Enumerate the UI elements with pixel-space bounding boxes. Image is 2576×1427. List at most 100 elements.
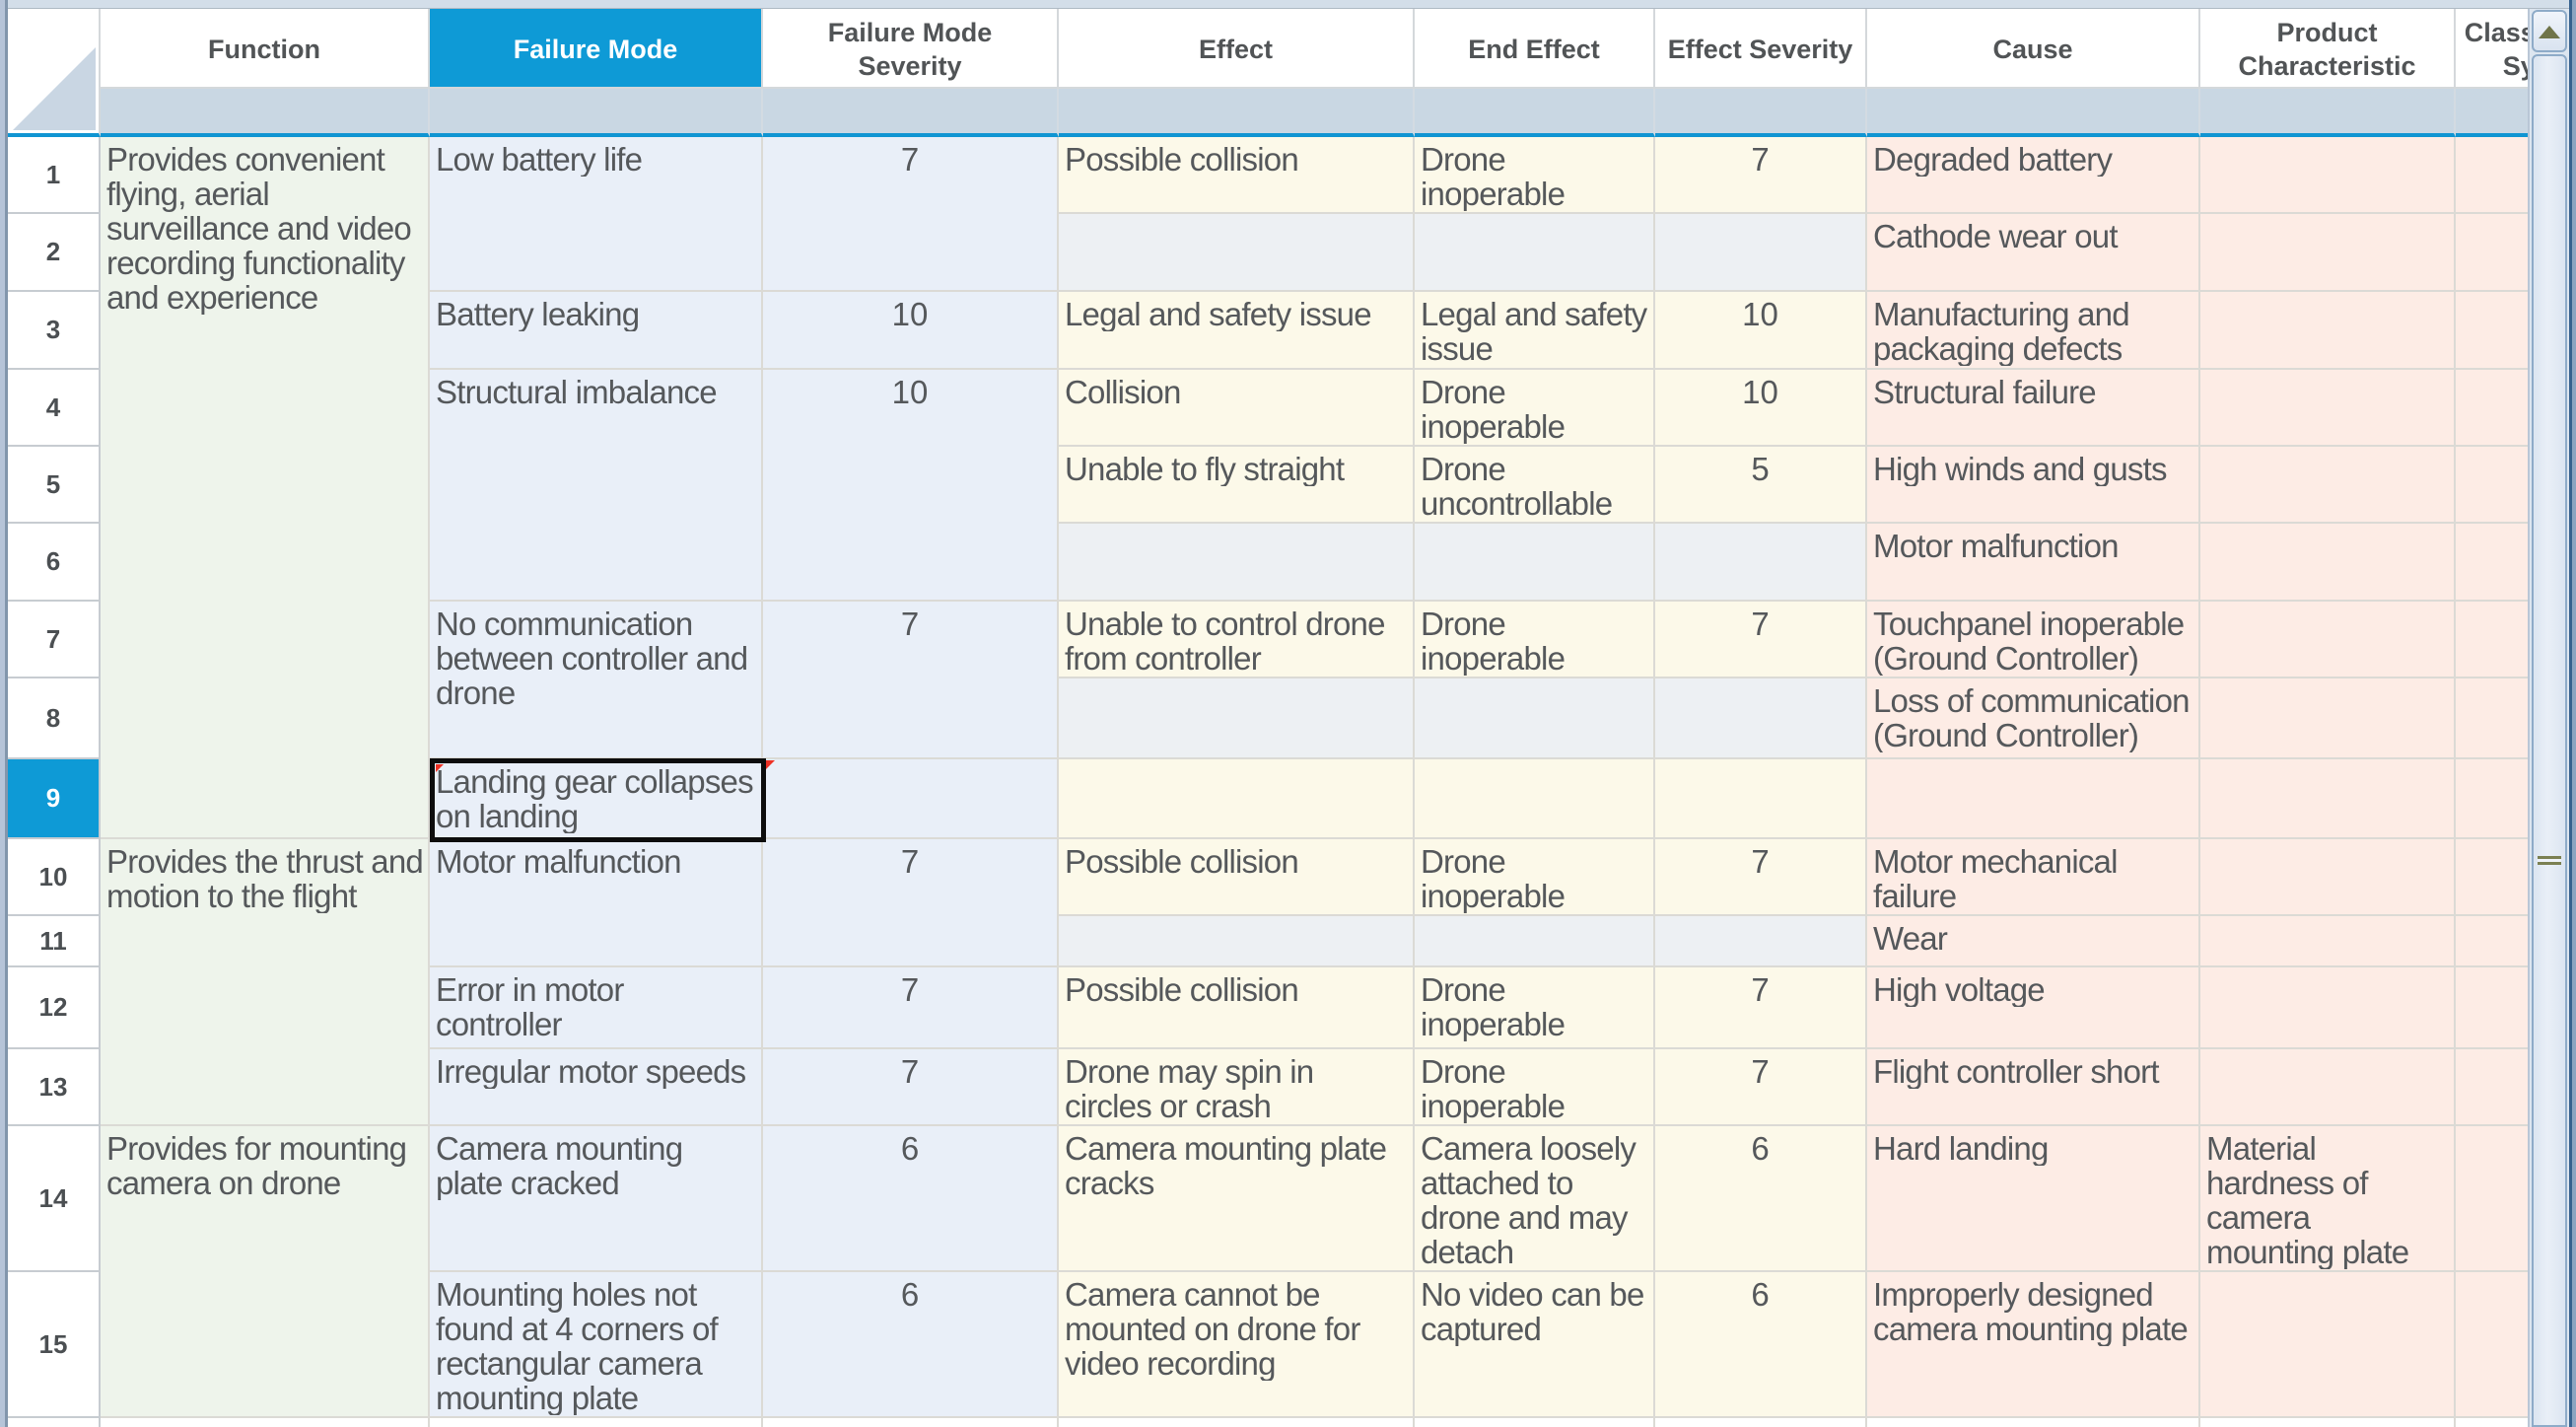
cell-r11-product-characteristic[interactable] [2200, 916, 2456, 967]
cell-r16-function[interactable] [101, 1418, 430, 1427]
scroll-up-button[interactable] [2532, 10, 2567, 52]
cell-r3-failure-mode[interactable]: Battery leaking [430, 292, 763, 370]
cell-r15-effect-severity[interactable]: 6 [1655, 1272, 1867, 1418]
cell-r12-fm-severity[interactable]: 7 [763, 967, 1059, 1049]
cell-r14-classification-symbol[interactable] [2456, 1126, 2528, 1272]
cell-r13-cause[interactable]: Flight controller short [1867, 1049, 2200, 1126]
cell-r1-classification-symbol[interactable] [2456, 137, 2528, 214]
col-header-effect[interactable]: Effect [1059, 9, 1415, 89]
cell-r11-effect[interactable] [1059, 916, 1415, 967]
cell-r8-end-effect[interactable] [1415, 678, 1655, 759]
cell-r10-effect-severity[interactable]: 7 [1655, 839, 1867, 916]
cell-r16-classification-symbol[interactable] [2456, 1418, 2528, 1427]
filter-cell-effect[interactable] [1059, 89, 1415, 137]
cell-r12-classification-symbol[interactable] [2456, 967, 2528, 1049]
row-header-12[interactable]: 12 [8, 967, 101, 1049]
cell-r6-product-characteristic[interactable] [2200, 524, 2456, 602]
row-header-3[interactable]: 3 [8, 292, 101, 370]
cell-r7-failure-mode[interactable]: No communication between controller and … [430, 602, 763, 759]
col-header-cause[interactable]: Cause [1867, 9, 2200, 89]
cell-r1-failure-mode[interactable]: Low battery life [430, 137, 763, 292]
cell-r6-effect[interactable] [1059, 524, 1415, 602]
cell-r8-cause[interactable]: Loss of communication (Ground Controller… [1867, 678, 2200, 759]
cell-r16-product-characteristic[interactable] [2200, 1418, 2456, 1427]
cell-r10-fm-severity[interactable]: 7 [763, 839, 1059, 967]
cell-r3-product-characteristic[interactable] [2200, 292, 2456, 370]
cell-r1-cause[interactable]: Degraded battery [1867, 137, 2200, 214]
cell-r6-cause[interactable]: Motor malfunction [1867, 524, 2200, 602]
col-header-fm-severity[interactable]: Failure Mode Severity [763, 9, 1059, 89]
cell-r13-product-characteristic[interactable] [2200, 1049, 2456, 1126]
cell-r12-failure-mode[interactable]: Error in motor controller [430, 967, 763, 1049]
cell-r5-cause[interactable]: High winds and gusts [1867, 447, 2200, 524]
cell-r14-effect[interactable]: Camera mounting plate cracks [1059, 1126, 1415, 1272]
cell-r6-effect-severity[interactable] [1655, 524, 1867, 602]
cell-r15-cause[interactable]: Improperly designed camera mounting plat… [1867, 1272, 2200, 1418]
cell-r5-product-characteristic[interactable] [2200, 447, 2456, 524]
cell-r8-effect[interactable] [1059, 678, 1415, 759]
cell-r7-effect-severity[interactable]: 7 [1655, 602, 1867, 678]
row-header-4[interactable]: 4 [8, 370, 101, 447]
row-header-14[interactable]: 14 [8, 1126, 101, 1272]
filter-cell-cause[interactable] [1867, 89, 2200, 137]
cell-r3-fm-severity[interactable]: 10 [763, 292, 1059, 370]
cell-r4-failure-mode[interactable]: Structural imbalance [430, 370, 763, 602]
cell-r7-end-effect[interactable]: Drone inoperable [1415, 602, 1655, 678]
cell-r11-cause[interactable]: Wear [1867, 916, 2200, 967]
cell-r1-effect-severity[interactable]: 7 [1655, 137, 1867, 214]
cell-r12-effect-severity[interactable]: 7 [1655, 967, 1867, 1049]
cell-r14-end-effect[interactable]: Camera loosely attached to drone and may… [1415, 1126, 1655, 1272]
row-header-11[interactable]: 11 [8, 916, 101, 967]
col-header-product-characteristic[interactable]: Product Characteristic [2200, 9, 2456, 89]
cell-r9-product-characteristic[interactable] [2200, 759, 2456, 839]
cell-r4-cause[interactable]: Structural failure [1867, 370, 2200, 447]
cell-r11-end-effect[interactable] [1415, 916, 1655, 967]
cell-r9-cause[interactable] [1867, 759, 2200, 839]
cell-r7-classification-symbol[interactable] [2456, 602, 2528, 678]
col-header-function[interactable]: Function [101, 9, 430, 89]
cell-r16-cause[interactable] [1867, 1418, 2200, 1427]
cell-r3-classification-symbol[interactable] [2456, 292, 2528, 370]
cell-r7-cause[interactable]: Touchpanel inoperable (Ground Controller… [1867, 602, 2200, 678]
cell-r16-end-effect[interactable] [1415, 1418, 1655, 1427]
cell-r1-function[interactable]: Provides convenient flying, aerial surve… [101, 137, 430, 839]
cell-r4-classification-symbol[interactable] [2456, 370, 2528, 447]
vertical-scrollbar[interactable] [2528, 9, 2569, 1427]
filter-cell-end-effect[interactable] [1415, 89, 1655, 137]
cell-r10-end-effect[interactable]: Drone inoperable [1415, 839, 1655, 916]
cell-r9-end-effect[interactable] [1415, 759, 1655, 839]
filter-cell-fm-severity[interactable] [763, 89, 1059, 137]
filter-cell-function[interactable] [101, 89, 430, 137]
cell-r4-product-characteristic[interactable] [2200, 370, 2456, 447]
cell-r2-end-effect[interactable] [1415, 214, 1655, 292]
row-header-6[interactable]: 6 [8, 524, 101, 602]
cell-r13-effect[interactable]: Drone may spin in circles or crash [1059, 1049, 1415, 1126]
cell-r16-effect-severity[interactable] [1655, 1418, 1867, 1427]
scrollbar-thumb[interactable] [2532, 54, 2567, 1427]
cell-r10-effect[interactable]: Possible collision [1059, 839, 1415, 916]
cell-r4-fm-severity[interactable]: 10 [763, 370, 1059, 602]
col-header-failure-mode[interactable]: Failure Mode [430, 9, 763, 89]
cell-r10-failure-mode[interactable]: Motor malfunction [430, 839, 763, 967]
cell-r2-effect[interactable] [1059, 214, 1415, 292]
cell-r5-end-effect[interactable]: Drone uncontrollable [1415, 447, 1655, 524]
cell-r15-product-characteristic[interactable] [2200, 1272, 2456, 1418]
cell-r13-end-effect[interactable]: Drone inoperable [1415, 1049, 1655, 1126]
cell-r14-product-characteristic[interactable]: Material hardness of camera mounting pla… [2200, 1126, 2456, 1272]
cell-r14-effect-severity[interactable]: 6 [1655, 1126, 1867, 1272]
cell-r1-effect[interactable]: Possible collision [1059, 137, 1415, 214]
cell-r6-end-effect[interactable] [1415, 524, 1655, 602]
cell-r16-fm-severity[interactable] [763, 1418, 1059, 1427]
cell-r9-effect-severity[interactable] [1655, 759, 1867, 839]
cell-r3-cause[interactable]: Manufacturing and packaging defects [1867, 292, 2200, 370]
cell-r2-cause[interactable]: Cathode wear out [1867, 214, 2200, 292]
cell-r10-classification-symbol[interactable] [2456, 839, 2528, 916]
select-all-corner[interactable] [8, 9, 101, 137]
cell-r3-effect[interactable]: Legal and safety issue [1059, 292, 1415, 370]
cell-r11-classification-symbol[interactable] [2456, 916, 2528, 967]
cell-r4-effect[interactable]: Collision [1059, 370, 1415, 447]
cell-r15-end-effect[interactable]: No video can be captured [1415, 1272, 1655, 1418]
cell-r10-function[interactable]: Provides the thrust and motion to the fl… [101, 839, 430, 1126]
row-header-9-selected[interactable]: 9 [8, 759, 101, 839]
cell-r9-effect[interactable] [1059, 759, 1415, 839]
